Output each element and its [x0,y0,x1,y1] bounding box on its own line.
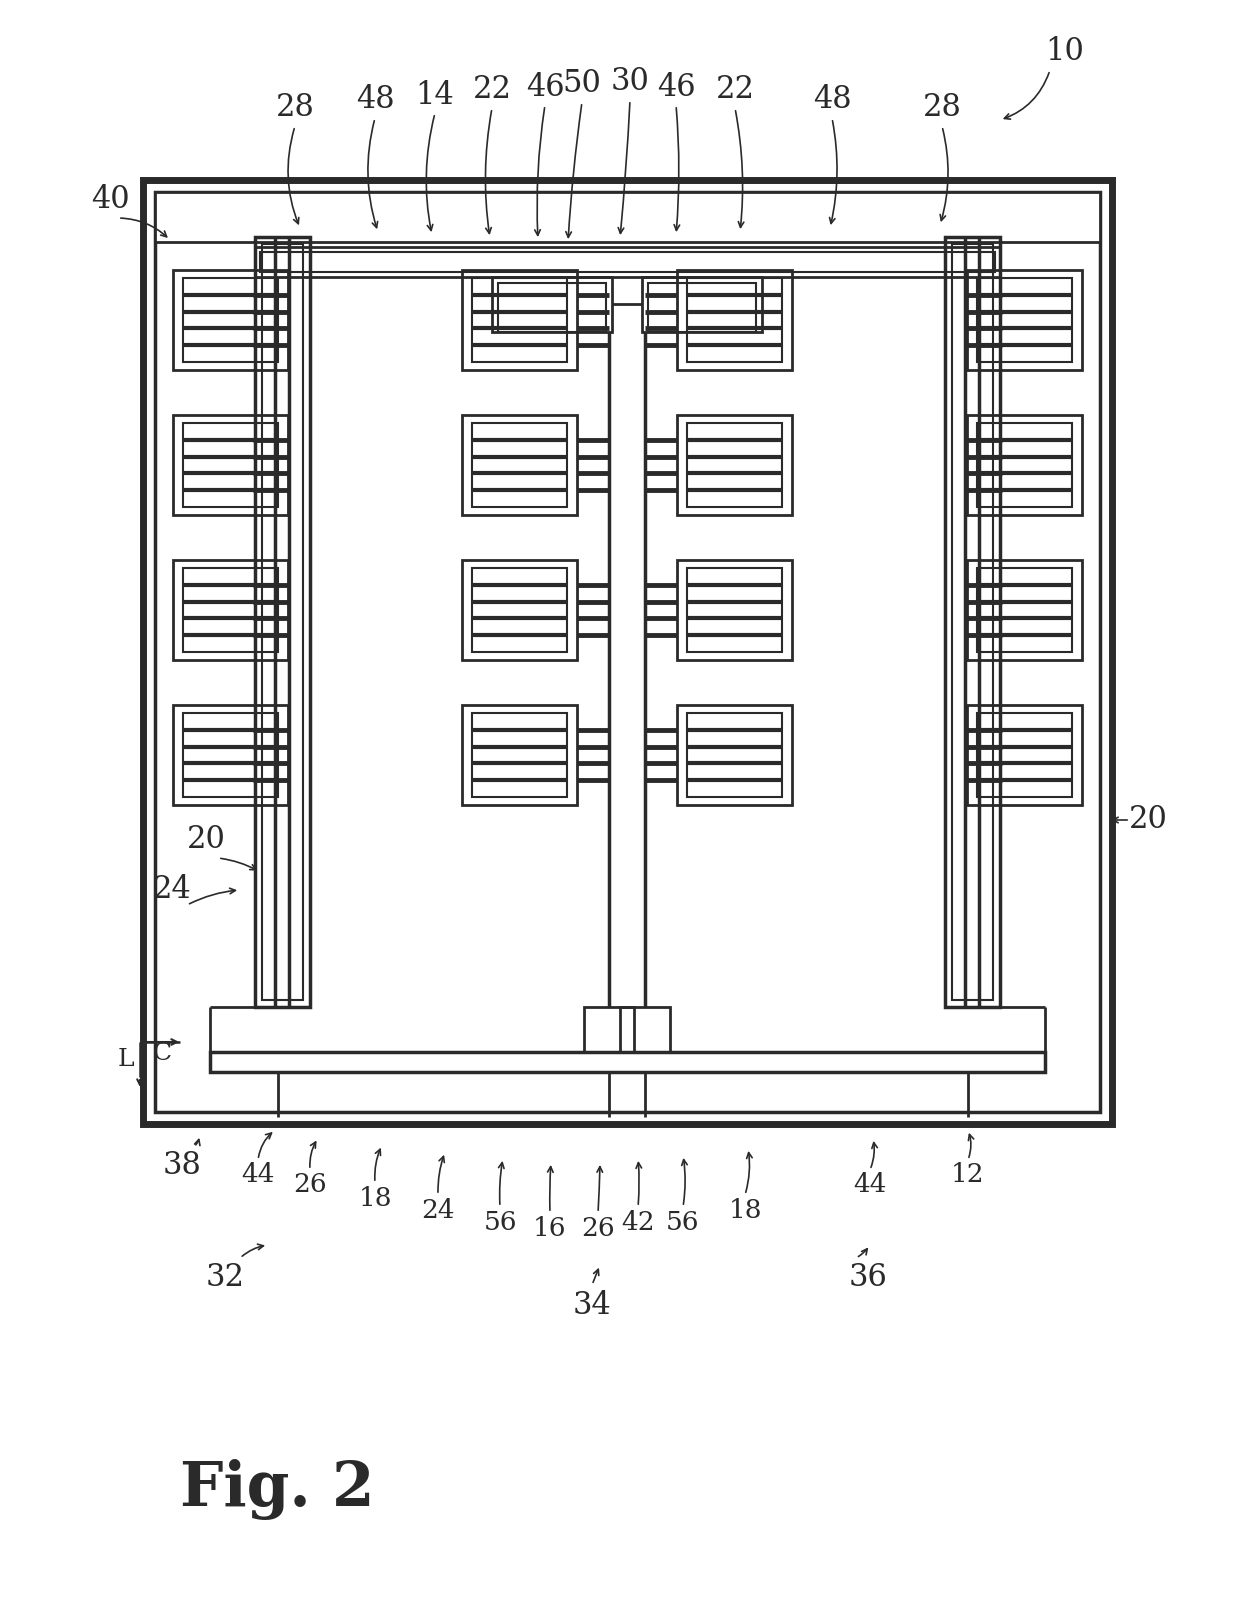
Bar [977,423,1073,508]
Bar [620,1007,670,1053]
Text: Fig. 2: Fig. 2 [180,1460,374,1520]
Text: C: C [153,1043,171,1066]
Text: 40: 40 [91,185,129,216]
Bar [184,277,278,362]
Text: 32: 32 [206,1262,244,1293]
Bar [677,560,792,660]
Text: 56: 56 [484,1210,517,1234]
Text: 44: 44 [853,1173,887,1197]
Text: 18: 18 [358,1186,392,1210]
Bar [472,714,567,796]
Bar [977,277,1073,362]
Bar [463,706,577,805]
Bar [472,277,567,362]
Text: 48: 48 [812,84,852,115]
Bar [255,237,310,1007]
Bar [649,282,756,333]
Bar [967,560,1083,660]
Text: 22: 22 [715,75,754,105]
Bar [687,277,782,362]
Text: 12: 12 [951,1163,985,1187]
Text: 20: 20 [186,824,226,855]
Bar [492,277,613,333]
Bar [642,277,763,333]
Bar [977,714,1073,796]
Bar [687,714,782,796]
Text: L: L [118,1048,134,1072]
Text: 16: 16 [533,1215,567,1241]
Text: 22: 22 [472,75,511,105]
Bar [143,180,1112,1124]
Bar [155,191,1100,1113]
Bar [677,415,792,516]
Bar [472,568,567,652]
Bar [463,415,577,516]
Bar [472,423,567,508]
Bar [463,560,577,660]
Bar [687,423,782,508]
Bar [967,706,1083,805]
Bar [677,269,792,370]
Text: 18: 18 [728,1197,761,1223]
Text: 50: 50 [563,68,601,99]
Bar [174,415,288,516]
Text: 26: 26 [293,1173,327,1197]
Bar [677,706,792,805]
Text: 34: 34 [573,1289,611,1320]
Bar [498,282,606,333]
Bar [184,423,278,508]
Text: 24: 24 [153,874,191,905]
Bar [174,706,288,805]
Bar [584,1007,634,1053]
Bar [945,237,999,1007]
Bar [262,243,303,1001]
Text: 28: 28 [923,92,961,123]
Bar [967,269,1083,370]
Text: 38: 38 [162,1150,201,1181]
Bar [155,191,1100,242]
Text: 46: 46 [657,71,696,102]
Text: 36: 36 [848,1262,888,1293]
Text: 26: 26 [582,1215,615,1241]
Bar [210,1053,1045,1072]
Bar [174,560,288,660]
Bar [184,568,278,652]
Text: 24: 24 [422,1197,455,1223]
Text: 28: 28 [275,92,315,123]
Text: 14: 14 [415,79,454,110]
Bar [260,251,994,272]
Bar [463,269,577,370]
Text: 56: 56 [666,1210,699,1234]
Bar [977,568,1073,652]
Bar [174,269,288,370]
Text: 44: 44 [242,1163,275,1187]
Text: 30: 30 [610,67,650,97]
Text: 20: 20 [1128,805,1167,835]
Bar [184,714,278,796]
Text: 46: 46 [526,71,564,102]
Bar [967,415,1083,516]
Text: 10: 10 [1045,37,1085,68]
Bar [255,247,999,277]
Text: 42: 42 [621,1210,655,1234]
Bar [687,568,782,652]
Text: 48: 48 [356,84,394,115]
Bar [952,243,993,1001]
